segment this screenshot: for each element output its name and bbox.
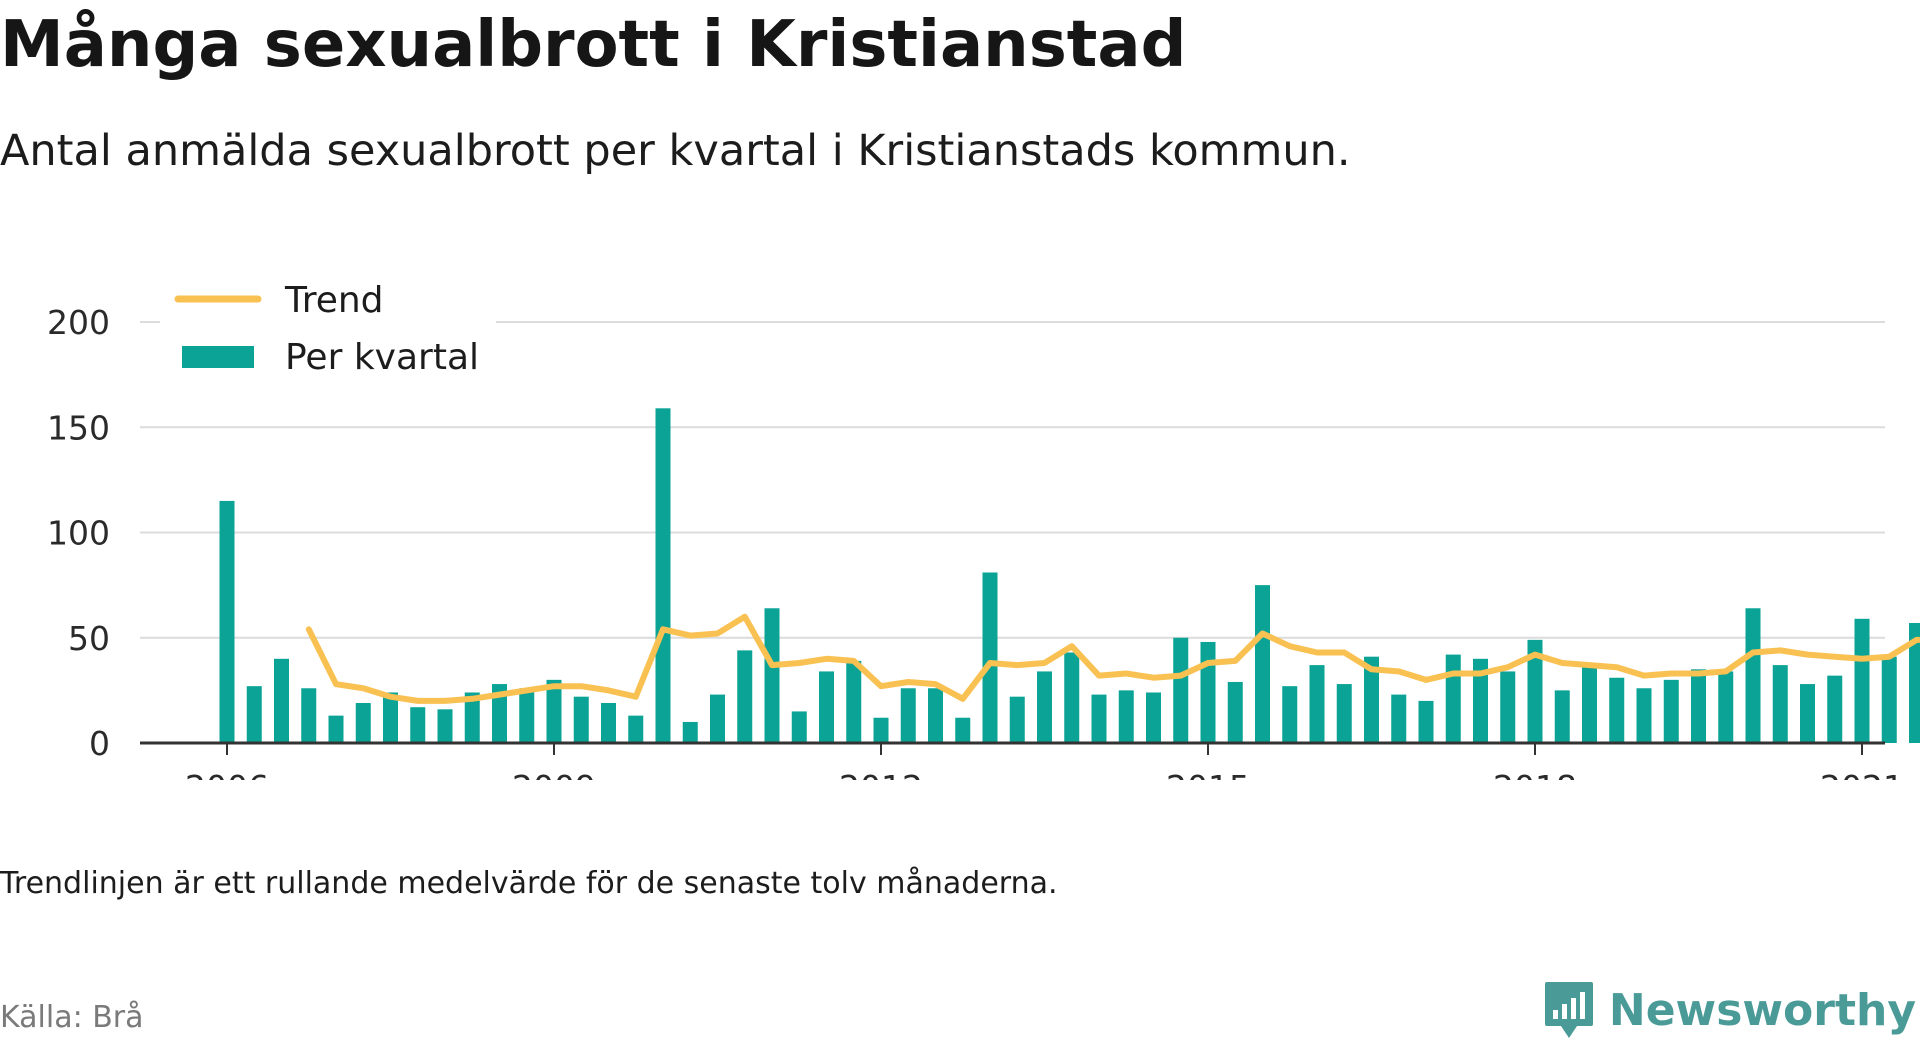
bar (846, 660, 862, 743)
x-axis: 2006200920122015201820212023 (140, 741, 1904, 780)
y-tick-label: 200 (47, 303, 110, 342)
brand-name: Newsworthy (1608, 984, 1916, 1036)
bar (437, 709, 453, 743)
y-tick-label: 100 (47, 514, 110, 553)
bar (1091, 694, 1107, 743)
bar (1881, 656, 1897, 743)
bar (1391, 694, 1407, 743)
x-tick-label: 2015 (1166, 768, 1250, 780)
bar (1146, 692, 1161, 743)
legend: Trend Per kvartal (160, 274, 496, 382)
trend-line (305, 613, 1920, 704)
bar (737, 650, 753, 743)
bar (274, 658, 289, 743)
bar (1527, 639, 1543, 743)
y-tick-label: 0 (89, 724, 110, 763)
bar (1336, 684, 1352, 743)
bar (573, 696, 589, 743)
y-tick-label: 150 (47, 408, 110, 447)
bar (1854, 618, 1870, 743)
legend-label-per-kvartal: Per kvartal (285, 337, 479, 378)
y-axis-ticks: 0 50 100 150 200 (47, 303, 110, 763)
bar (219, 500, 235, 743)
bar (1009, 696, 1025, 743)
bar (655, 408, 671, 743)
bar (1800, 684, 1815, 743)
bar (328, 715, 344, 743)
bar (1418, 700, 1434, 743)
y-tick-label: 50 (68, 619, 110, 658)
bar (519, 688, 535, 743)
trend-series (305, 613, 1920, 704)
bar (1227, 681, 1243, 743)
bar (791, 711, 807, 743)
bar (1445, 654, 1461, 743)
legend-label-trend: Trend (284, 280, 384, 321)
bar (464, 692, 480, 743)
x-tick-label: 2018 (1493, 768, 1577, 780)
bar (1173, 637, 1189, 743)
x-tick-label: 2012 (839, 768, 923, 780)
source-credit: Källa: Brå (0, 1000, 144, 1035)
bar (1554, 690, 1570, 743)
chart-title: Många sexualbrott i Kristianstad (0, 8, 1187, 82)
bar (955, 717, 971, 743)
bar (1473, 658, 1488, 743)
brand: Newsworthy (1543, 980, 1916, 1040)
bar (492, 684, 507, 743)
bar (873, 717, 889, 743)
bar (1636, 688, 1652, 743)
x-tick-label: 2009 (512, 768, 596, 780)
bar (1663, 679, 1679, 743)
bar (1691, 669, 1706, 743)
bar (383, 692, 398, 743)
bar (246, 686, 262, 743)
x-tick-label: 2006 (185, 768, 269, 780)
bar (1037, 671, 1052, 743)
bar (1364, 656, 1379, 743)
bar (1582, 665, 1597, 743)
bar (1255, 585, 1270, 743)
bar (601, 703, 616, 743)
bar (1500, 671, 1516, 743)
bar (710, 694, 725, 743)
bar-series (219, 408, 1920, 743)
footnote: Trendlinjen är ett rullande medelvärde f… (0, 866, 1058, 901)
bar (928, 688, 943, 743)
bar (301, 688, 317, 743)
bar (982, 572, 998, 743)
bar (1309, 665, 1325, 743)
bar (819, 671, 834, 743)
bar (410, 707, 426, 743)
legend-bar-swatch (182, 346, 254, 368)
x-tick-label: 2021 (1820, 768, 1904, 780)
bar (1718, 671, 1734, 743)
bar (628, 715, 644, 743)
bar (546, 679, 562, 743)
bar (355, 703, 371, 743)
bar (682, 721, 698, 743)
bar (1909, 623, 1920, 743)
chart-subtitle: Antal anmälda sexualbrott per kvartal i … (0, 126, 1351, 176)
bar (1745, 608, 1761, 743)
bar (1200, 641, 1216, 743)
bar (900, 688, 916, 743)
newsworthy-logo-icon (1544, 982, 1593, 1038)
bar (764, 608, 780, 743)
bar (1282, 686, 1298, 743)
bar (1772, 665, 1788, 743)
bar (1064, 652, 1080, 743)
bar (1609, 677, 1625, 743)
bar (1827, 675, 1843, 743)
bar (1118, 690, 1134, 743)
